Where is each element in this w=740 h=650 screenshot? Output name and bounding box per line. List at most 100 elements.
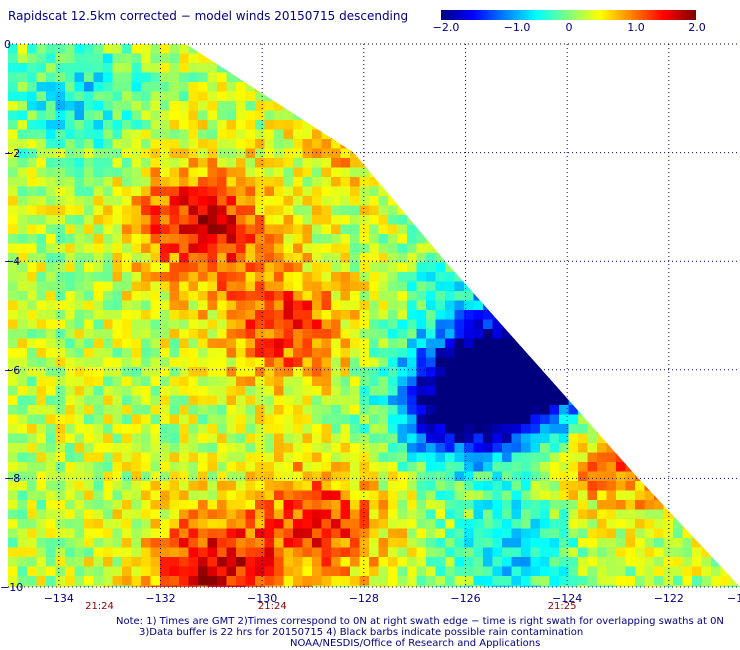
wind-difference-cell — [36, 424, 47, 434]
wind-difference-cell — [131, 253, 142, 263]
wind-difference-cell — [720, 376, 731, 387]
wind-difference-cell — [340, 291, 351, 301]
wind-difference-cell — [65, 452, 75, 463]
wind-difference-cell — [711, 101, 721, 111]
wind-difference-cell — [331, 129, 341, 140]
wind-difference-cell — [312, 357, 322, 368]
wind-difference-cell — [483, 471, 493, 482]
wind-difference-cell — [407, 148, 417, 159]
wind-difference-cell — [492, 443, 503, 453]
wind-difference-cell — [8, 452, 18, 463]
wind-difference-cell — [454, 452, 465, 463]
wind-difference-cell — [74, 243, 85, 254]
wind-difference-cell — [103, 91, 113, 102]
wind-difference-cell — [207, 91, 218, 102]
wind-difference-cell — [293, 509, 303, 520]
wind-difference-cell — [578, 348, 588, 358]
wind-difference-cell — [416, 566, 427, 577]
wind-difference-cell — [682, 110, 693, 121]
wind-difference-cell — [93, 243, 104, 254]
wind-difference-cell — [207, 528, 218, 539]
wind-difference-cell — [502, 462, 512, 472]
wind-difference-cell — [302, 433, 313, 444]
wind-difference-cell — [625, 566, 636, 577]
wind-difference-cell — [692, 585, 702, 587]
wind-difference-cell — [359, 519, 370, 529]
wind-difference-cell — [321, 167, 332, 178]
wind-difference-cell — [160, 177, 170, 187]
wind-difference-cell — [312, 490, 322, 501]
wind-difference-cell — [483, 167, 493, 178]
wind-difference-cell — [17, 414, 28, 425]
wind-difference-cell — [179, 272, 189, 282]
wind-difference-cell — [654, 53, 664, 64]
wind-difference-cell — [293, 158, 303, 168]
wind-difference-cell — [65, 424, 75, 434]
wind-difference-cell — [112, 462, 123, 472]
wind-difference-cell — [188, 101, 199, 111]
wind-difference-cell — [435, 481, 446, 491]
wind-difference-cell — [473, 329, 484, 339]
wind-difference-cell — [701, 528, 712, 539]
wind-difference-cell — [321, 490, 332, 501]
wind-difference-cell — [597, 519, 607, 529]
wind-difference-cell — [236, 433, 246, 444]
wind-difference-cell — [454, 395, 465, 406]
wind-difference-cell — [616, 205, 626, 216]
wind-difference-cell — [625, 120, 636, 130]
wind-difference-cell — [65, 158, 75, 168]
wind-difference-cell — [84, 395, 94, 406]
wind-difference-cell — [8, 234, 18, 244]
wind-difference-cell — [606, 443, 617, 453]
wind-difference-cell — [226, 585, 237, 587]
wind-difference-cell — [198, 310, 208, 320]
wind-difference-cell — [635, 139, 645, 149]
wind-difference-cell — [445, 395, 455, 406]
wind-difference-cell — [188, 44, 199, 54]
wind-difference-cell — [416, 386, 427, 396]
wind-difference-cell — [502, 376, 512, 387]
wind-difference-cell — [369, 243, 379, 254]
wind-difference-cell — [217, 338, 227, 349]
wind-difference-cell — [302, 319, 313, 330]
wind-difference-cell — [730, 148, 740, 159]
wind-difference-cell — [388, 462, 398, 472]
wind-difference-cell — [274, 148, 284, 159]
wind-difference-cell — [27, 158, 37, 168]
wind-difference-cell — [255, 329, 265, 339]
wind-difference-cell — [74, 329, 85, 339]
wind-difference-cell — [568, 101, 579, 111]
wind-difference-cell — [464, 348, 474, 358]
wind-difference-cell — [141, 281, 151, 292]
wind-difference-cell — [36, 338, 47, 349]
wind-difference-cell — [46, 167, 56, 178]
wind-difference-cell — [435, 405, 446, 415]
wind-difference-cell — [283, 253, 294, 263]
wind-difference-cell — [530, 386, 541, 396]
wind-difference-cell — [388, 414, 398, 425]
wind-difference-cell — [378, 538, 389, 548]
wind-difference-cell — [122, 395, 132, 406]
wind-difference-cell — [359, 205, 370, 216]
wind-difference-cell — [388, 272, 398, 282]
wind-difference-cell — [112, 528, 123, 539]
wind-difference-cell — [131, 443, 142, 453]
wind-difference-cell — [274, 72, 284, 83]
wind-difference-cell — [226, 224, 237, 235]
wind-difference-cell — [521, 281, 531, 292]
wind-difference-cell — [93, 120, 104, 130]
wind-difference-cell — [720, 462, 731, 472]
wind-difference-cell — [720, 186, 731, 197]
wind-difference-cell — [8, 519, 18, 529]
wind-difference-cell — [445, 462, 455, 472]
wind-difference-cell — [293, 576, 303, 586]
wind-difference-cell — [74, 452, 85, 463]
wind-difference-cell — [103, 414, 113, 425]
wind-difference-cell — [236, 139, 246, 149]
wind-difference-cell — [160, 471, 170, 482]
wind-difference-cell — [36, 395, 47, 406]
wind-difference-cell — [74, 129, 85, 140]
wind-difference-cell — [445, 348, 455, 358]
wind-difference-cell — [274, 91, 284, 102]
wind-difference-cell — [359, 338, 370, 349]
